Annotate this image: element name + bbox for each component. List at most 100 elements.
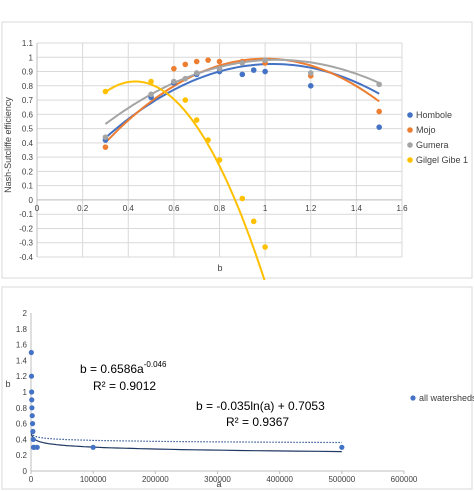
point-hombole bbox=[250, 67, 257, 73]
chart2-y-tick-label: 1.2 bbox=[16, 372, 28, 381]
chart1-x-tick-label: 1.4 bbox=[351, 204, 363, 213]
point-all-watersheds bbox=[30, 436, 36, 442]
chart2-y-tick-label: 1.6 bbox=[16, 341, 28, 350]
chart2-x-tick-label: 300000 bbox=[204, 475, 231, 484]
legend-label: Mojo bbox=[416, 125, 436, 135]
point-mojo bbox=[193, 58, 200, 65]
point-gumera bbox=[239, 60, 246, 66]
b-vs-a-chart: 0 0.2 0.4 0.6 0.8 1 1.2 1.4 1.6 1.8 2 0 100000 200000… bbox=[1, 286, 474, 490]
point-all-watersheds bbox=[29, 405, 35, 411]
legend-label: Hombole bbox=[416, 110, 452, 120]
chart2-y-tick-label: 0.8 bbox=[16, 404, 28, 413]
point-all-watersheds bbox=[29, 397, 35, 403]
chart1-tick-labels: -0.4-0.3-0.2-0.100.10.20.30.40.50.60.70.… bbox=[19, 39, 408, 262]
chart1-y-tick-label: -0.4 bbox=[19, 253, 33, 262]
legend-label: all watersheds bbox=[419, 393, 474, 403]
chart1-y-tick-label: -0.1 bbox=[19, 210, 33, 219]
chart1-y-tick-label: 1.1 bbox=[22, 39, 34, 48]
chart1-panel bbox=[1, 21, 473, 279]
chart1-y-tick-label: 0.5 bbox=[22, 125, 34, 134]
chart2-x-tick-label: 600000 bbox=[391, 475, 418, 484]
power-r-squared: R² = 0.9012 bbox=[93, 379, 156, 393]
chart1-y-tick-label: -0.2 bbox=[19, 224, 33, 233]
point-gumera bbox=[376, 81, 382, 88]
power-equation-exponent: -0.046 bbox=[144, 360, 167, 369]
chart1-y-tick-label: 1 bbox=[29, 53, 34, 62]
point-gilgel-gibe-1 bbox=[262, 244, 268, 250]
point-mojo bbox=[216, 58, 223, 65]
chart2-y-tick-label: 0.2 bbox=[16, 451, 28, 460]
chart1-points bbox=[102, 57, 382, 250]
chart2-x-tick-label: 100000 bbox=[80, 475, 107, 484]
chart1-x-tick-label: 0.8 bbox=[214, 204, 226, 213]
point-hombole bbox=[262, 68, 268, 75]
chart2-y-tick-label: 0.4 bbox=[16, 435, 28, 444]
chart1-y-tick-label: 0.9 bbox=[22, 68, 34, 77]
power-equation: b = 0.6586a-0.046 bbox=[80, 360, 167, 376]
chart2-y-tick-label: 2 bbox=[23, 309, 28, 318]
point-mojo bbox=[376, 108, 382, 115]
point-hombole bbox=[307, 83, 314, 89]
chart2-x-tick-label: 500000 bbox=[328, 475, 355, 484]
chart1-x-tick-label: 0.2 bbox=[77, 204, 89, 213]
chart1-y-tick-label: 0.6 bbox=[22, 110, 34, 119]
log-equation: b = -0.035ln(a) + 0.7053 bbox=[196, 399, 325, 413]
legend-marker-hombole bbox=[407, 112, 413, 118]
chart2-y-axis-title: b bbox=[5, 379, 10, 389]
chart1-y-tick-label: 0.3 bbox=[22, 153, 34, 162]
chart1-y-axis-title: Nash-Sutcliffe efficiency bbox=[3, 97, 13, 193]
point-all-watersheds bbox=[339, 444, 345, 450]
chart2-x-tick-label: 200000 bbox=[142, 475, 169, 484]
trendline-power bbox=[30, 432, 342, 444]
chart1-x-tick-label: 1 bbox=[263, 204, 268, 213]
chart1-x-axis-title: b bbox=[217, 263, 222, 273]
point-all-watersheds bbox=[28, 349, 34, 356]
chart1-x-tick-label: 1.6 bbox=[396, 204, 408, 213]
chart1-y-tick-label: 0.1 bbox=[22, 182, 34, 191]
chart1-gridlines bbox=[36, 42, 403, 258]
chart1-y-tick-label: 0.4 bbox=[22, 139, 34, 148]
chart1-y-tick-label: 0.8 bbox=[22, 82, 34, 91]
chart2-y-tick-label: 0 bbox=[23, 467, 28, 476]
point-gilgel-gibe-1 bbox=[102, 88, 109, 95]
point-gumera bbox=[262, 57, 268, 63]
chart1-x-tick-label: 0.6 bbox=[168, 204, 180, 213]
power-equation-main: b = 0.6586a bbox=[80, 362, 144, 376]
chart2-y-tick-label: 0.6 bbox=[16, 420, 28, 429]
point-gumera bbox=[307, 70, 314, 76]
chart1-legend: Hombole Mojo Gumera Gilgel Gibe 1 bbox=[407, 110, 468, 165]
point-gumera bbox=[216, 65, 223, 72]
trendline-log bbox=[30, 433, 342, 453]
point-all-watersheds bbox=[90, 444, 96, 450]
point-all-watersheds bbox=[28, 373, 35, 379]
point-hombole bbox=[239, 71, 246, 78]
chart1-y-tick-label: 0 bbox=[29, 196, 34, 205]
point-gilgel-gibe-1 bbox=[148, 78, 154, 85]
nse-vs-b-chart: -0.4-0.3-0.2-0.100.10.20.30.40.50.60.70.… bbox=[1, 21, 473, 280]
point-mojo bbox=[182, 61, 189, 68]
chart2-x-axis-title: a bbox=[216, 479, 221, 489]
point-gilgel-gibe-1 bbox=[239, 195, 246, 202]
point-gumera bbox=[148, 91, 154, 98]
point-gilgel-gibe-1 bbox=[193, 117, 200, 123]
legend-marker-gilgel-gibe-1 bbox=[407, 157, 413, 163]
chart2-x-tick-label: 0 bbox=[29, 475, 34, 484]
chart2-legend: all watersheds bbox=[410, 393, 474, 403]
point-gumera bbox=[102, 134, 109, 140]
chart1-x-tick-label: 0 bbox=[35, 204, 40, 213]
point-gilgel-gibe-1 bbox=[250, 218, 257, 225]
chart1-axes bbox=[36, 43, 402, 257]
chart1-x-tick-label: 0.4 bbox=[123, 204, 135, 213]
point-mojo bbox=[102, 144, 109, 150]
chart1-y-tick-label: -0.3 bbox=[19, 239, 33, 248]
legend-marker-mojo bbox=[407, 127, 413, 133]
point-mojo bbox=[205, 57, 211, 63]
point-all-watersheds bbox=[29, 389, 35, 395]
point-gumera bbox=[171, 78, 177, 85]
point-all-watersheds bbox=[29, 421, 36, 427]
point-gilgel-gibe-1 bbox=[182, 97, 189, 103]
legend-label: Gilgel Gibe 1 bbox=[416, 155, 468, 165]
chart2-y-tick-label: 1.8 bbox=[16, 325, 28, 334]
chart2-trendlines bbox=[30, 432, 342, 453]
